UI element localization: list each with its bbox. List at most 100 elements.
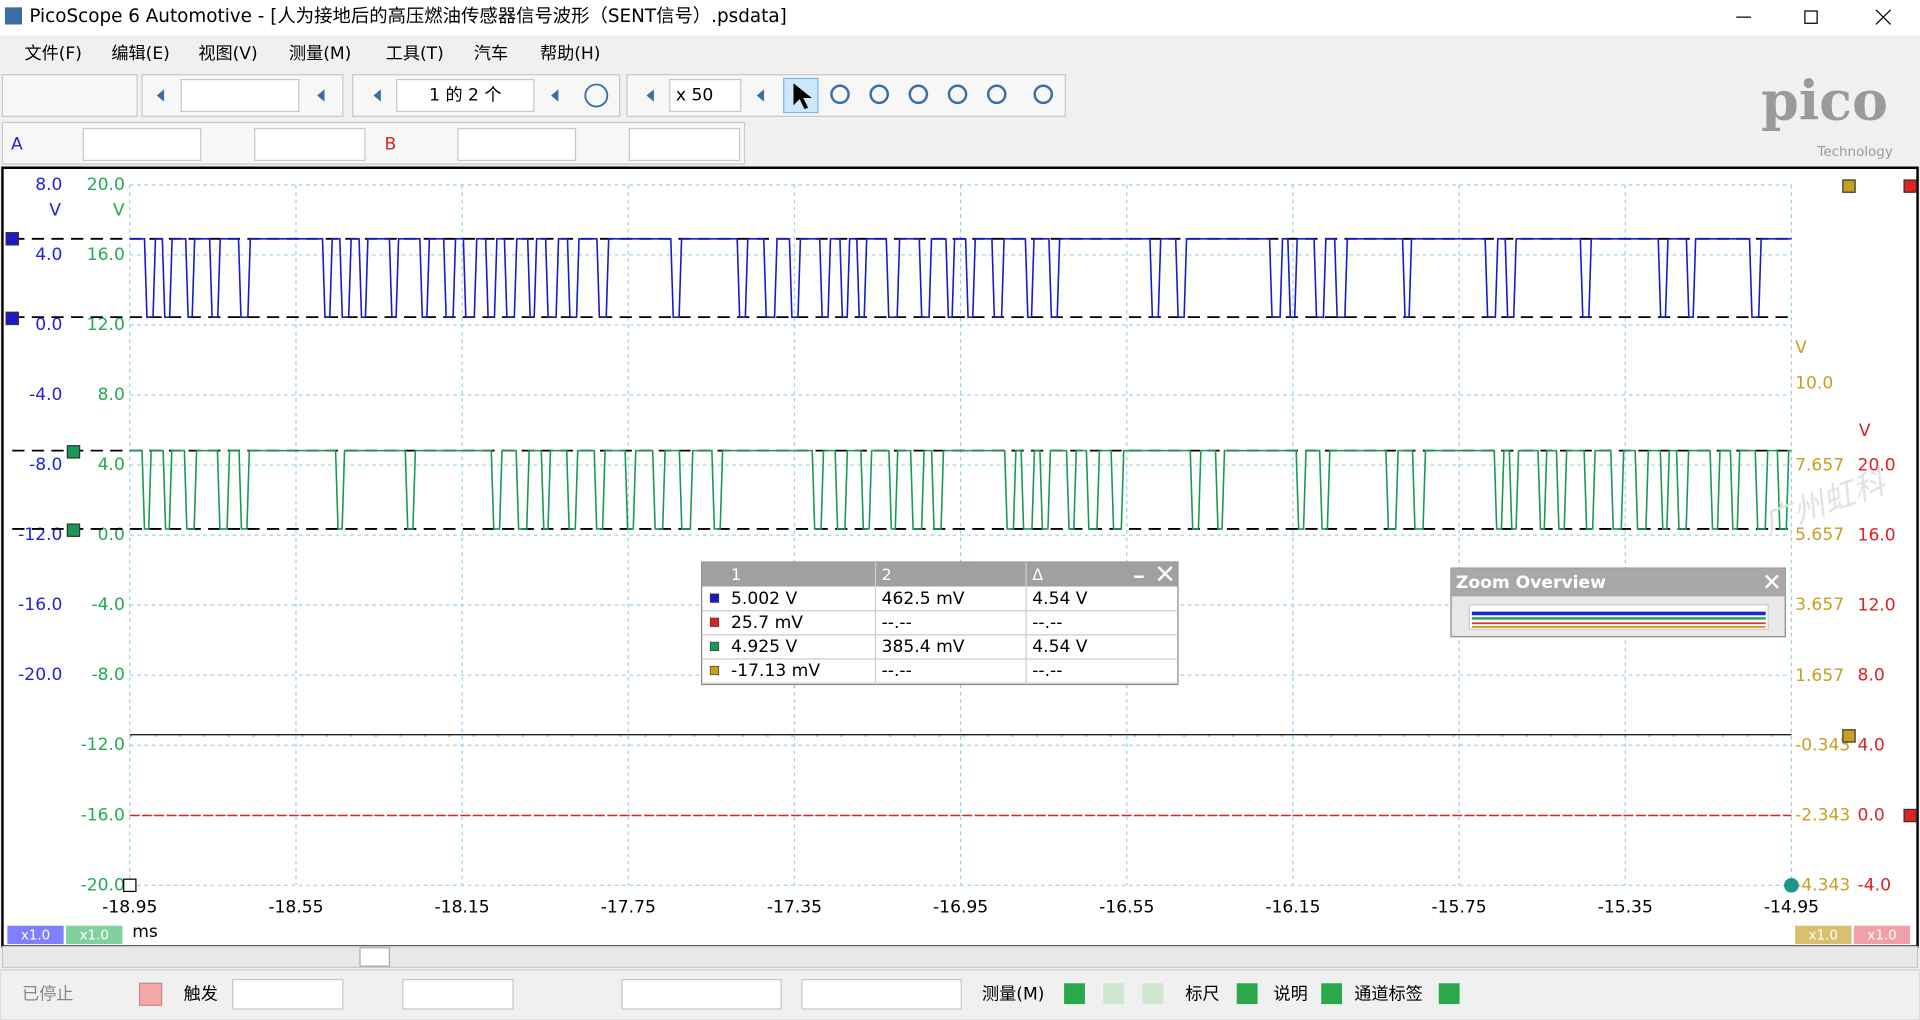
x-tick-label: -18.55 xyxy=(268,897,323,917)
dropdown[interactable] xyxy=(232,978,344,1010)
dropdown[interactable] xyxy=(628,127,741,162)
menu-item[interactable]: 视图(V) xyxy=(198,44,257,64)
note-label: 说明 xyxy=(1273,984,1307,1004)
channel-labels-label: 通道标签 xyxy=(1354,984,1422,1004)
tool-button[interactable] xyxy=(1033,84,1054,105)
ruler-close[interactable] xyxy=(1157,566,1173,582)
edit-measure[interactable] xyxy=(1142,983,1164,1005)
time-field[interactable] xyxy=(801,978,962,1010)
ruler-value: 25.7 mV xyxy=(731,613,803,633)
app-icon xyxy=(4,7,23,25)
menu-item[interactable]: 工具(T) xyxy=(386,44,444,64)
ruler-handle[interactable] xyxy=(1842,179,1856,193)
x-tick-label: -18.15 xyxy=(435,897,490,917)
ruler-header-label: 2 xyxy=(882,565,892,584)
h-scrollbar[interactable] xyxy=(1,945,1919,968)
x-tick-label: -16.55 xyxy=(1099,897,1154,917)
y-tick-label: 16.0 xyxy=(87,245,125,265)
y-tick-label: 7.657 xyxy=(1795,455,1844,475)
stop-button[interactable] xyxy=(138,982,163,1006)
scale-label: x1.0 xyxy=(21,929,50,944)
menu-item[interactable]: 文件(F) xyxy=(24,44,81,64)
ruler-handle[interactable] xyxy=(1903,179,1917,193)
scroll-thumb[interactable] xyxy=(359,947,390,967)
ruler-value: -17.13 mV xyxy=(731,661,820,681)
scale-label: x1.0 xyxy=(1809,929,1838,944)
y-tick-label: -12.0 xyxy=(81,735,125,755)
nav-arrow[interactable] xyxy=(756,89,765,102)
dropdown[interactable] xyxy=(254,127,366,162)
ruler-handle[interactable] xyxy=(66,523,81,537)
tool-button[interactable] xyxy=(947,84,968,105)
axis-unit: V xyxy=(113,201,125,221)
scale-label: x1.0 xyxy=(1867,929,1896,944)
scale-badge[interactable] xyxy=(66,925,123,945)
channel-b[interactable]: B xyxy=(384,134,396,154)
axis-unit: V xyxy=(1795,338,1807,358)
x-tick-label: -15.35 xyxy=(1598,897,1653,917)
ruler-handle[interactable] xyxy=(66,445,81,459)
x-tick-label: -18.95 xyxy=(102,897,157,917)
channel-swatch xyxy=(709,617,720,627)
y-tick-label: 0.0 xyxy=(1858,806,1885,826)
channel-labels-toggle[interactable] xyxy=(1438,983,1460,1005)
channel-a[interactable]: A xyxy=(11,134,23,154)
nav-arrow[interactable] xyxy=(646,89,654,102)
menu-item[interactable]: 汽车 xyxy=(474,44,508,64)
y-tick-label: -2.343 xyxy=(1795,806,1850,826)
x-tick-label: -15.75 xyxy=(1431,897,1486,917)
y-tick-label: -4.0 xyxy=(1858,876,1891,896)
ruler-handle[interactable] xyxy=(1903,808,1917,823)
y-tick-label: -16.0 xyxy=(18,595,62,615)
scale-badge[interactable] xyxy=(7,925,64,945)
ruler-toggle[interactable] xyxy=(1236,983,1258,1005)
y-tick-label: 12.0 xyxy=(87,315,125,335)
tool-button[interactable] xyxy=(986,84,1007,105)
remove-measure[interactable] xyxy=(1103,983,1125,1005)
ruler-header-label: 1 xyxy=(731,565,741,584)
nav-arrow[interactable] xyxy=(317,89,325,102)
dropdown[interactable] xyxy=(457,127,577,162)
y-tick-label: 12.0 xyxy=(1858,595,1896,615)
time-ruler-handle[interactable] xyxy=(1784,877,1799,893)
tool-button[interactable] xyxy=(869,84,889,105)
zoom-overview-canvas[interactable] xyxy=(1468,604,1769,630)
buffer-text: 1 的 2 个 xyxy=(429,86,501,106)
time-field[interactable] xyxy=(621,978,782,1010)
add-measure[interactable] xyxy=(1064,983,1085,1005)
nav-arrow[interactable] xyxy=(156,89,165,102)
measure-label: 测量(M) xyxy=(982,984,1044,1004)
trigger-marker[interactable] xyxy=(123,878,137,893)
compass-button[interactable] xyxy=(584,83,609,108)
y-tick-label: -4.343 xyxy=(1795,875,1850,895)
nav-arrow[interactable] xyxy=(373,89,381,102)
tool-button[interactable] xyxy=(908,84,929,105)
y-tick-label: -16.0 xyxy=(81,805,125,825)
restore-button[interactable] xyxy=(1804,10,1818,24)
menu-item[interactable]: 帮助(H) xyxy=(540,44,601,64)
x-tick-label: -17.35 xyxy=(767,897,822,917)
buffer-field[interactable] xyxy=(396,78,535,113)
ruler-value: 4.925 V xyxy=(731,637,797,657)
close-button[interactable] xyxy=(1875,9,1892,25)
y-tick-label: -20.0 xyxy=(18,665,62,685)
dropdown[interactable] xyxy=(82,127,202,162)
note-toggle[interactable] xyxy=(1321,983,1343,1005)
ruler-handle[interactable] xyxy=(1842,729,1856,743)
menu-item[interactable]: 编辑(E) xyxy=(111,44,169,64)
scale-badge[interactable] xyxy=(1795,925,1852,945)
dropdown[interactable] xyxy=(402,978,514,1010)
scale-badge[interactable] xyxy=(1853,925,1911,945)
logo: pico xyxy=(1761,68,1888,132)
zoom-field[interactable] xyxy=(669,78,742,113)
channel-swatch xyxy=(709,593,720,603)
ruler-handle[interactable] xyxy=(5,311,19,326)
x-tick-label: -17.75 xyxy=(601,897,656,917)
ruler-handle[interactable] xyxy=(5,232,19,246)
zoom-overview-close[interactable] xyxy=(1764,574,1779,589)
status-stopped: 已停止 xyxy=(22,984,73,1004)
nav-arrow[interactable] xyxy=(551,89,559,102)
dropdown[interactable] xyxy=(180,78,300,113)
menu-item[interactable]: 测量(M) xyxy=(289,44,351,64)
tool-button[interactable] xyxy=(830,84,850,105)
